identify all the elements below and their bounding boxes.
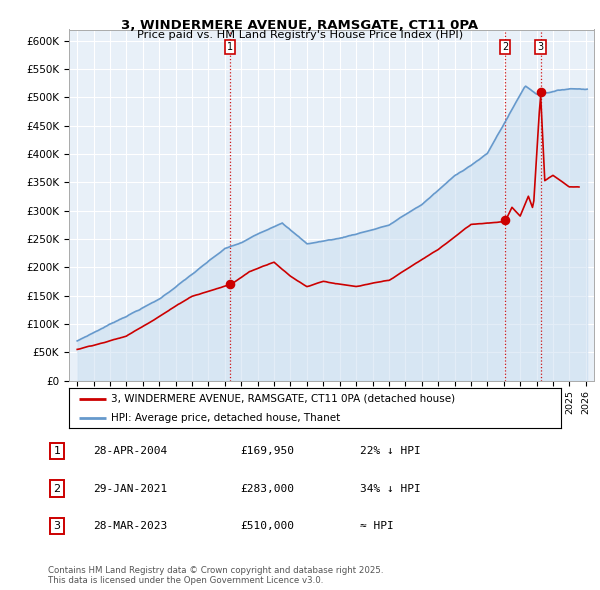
- Text: 1: 1: [227, 42, 233, 52]
- Text: 3: 3: [53, 521, 61, 530]
- Text: £510,000: £510,000: [240, 521, 294, 530]
- Text: 28-MAR-2023: 28-MAR-2023: [93, 521, 167, 530]
- Text: ≈ HPI: ≈ HPI: [360, 521, 394, 530]
- Point: [226, 280, 235, 289]
- Text: Price paid vs. HM Land Registry's House Price Index (HPI): Price paid vs. HM Land Registry's House …: [137, 30, 463, 40]
- Text: 22% ↓ HPI: 22% ↓ HPI: [360, 447, 421, 456]
- Text: 2: 2: [502, 42, 508, 52]
- Text: 3, WINDERMERE AVENUE, RAMSGATE, CT11 0PA (detached house): 3, WINDERMERE AVENUE, RAMSGATE, CT11 0PA…: [111, 394, 455, 404]
- Text: 29-JAN-2021: 29-JAN-2021: [93, 484, 167, 493]
- Text: 1: 1: [53, 447, 61, 456]
- Text: £283,000: £283,000: [240, 484, 294, 493]
- Text: 2: 2: [53, 484, 61, 493]
- Text: £169,950: £169,950: [240, 447, 294, 456]
- Text: HPI: Average price, detached house, Thanet: HPI: Average price, detached house, Than…: [111, 413, 340, 422]
- Point: [536, 87, 545, 97]
- Text: Contains HM Land Registry data © Crown copyright and database right 2025.
This d: Contains HM Land Registry data © Crown c…: [48, 566, 383, 585]
- Text: 3: 3: [538, 42, 544, 52]
- Point: [500, 215, 510, 225]
- Text: 3, WINDERMERE AVENUE, RAMSGATE, CT11 0PA: 3, WINDERMERE AVENUE, RAMSGATE, CT11 0PA: [121, 19, 479, 32]
- Text: 28-APR-2004: 28-APR-2004: [93, 447, 167, 456]
- Text: 34% ↓ HPI: 34% ↓ HPI: [360, 484, 421, 493]
